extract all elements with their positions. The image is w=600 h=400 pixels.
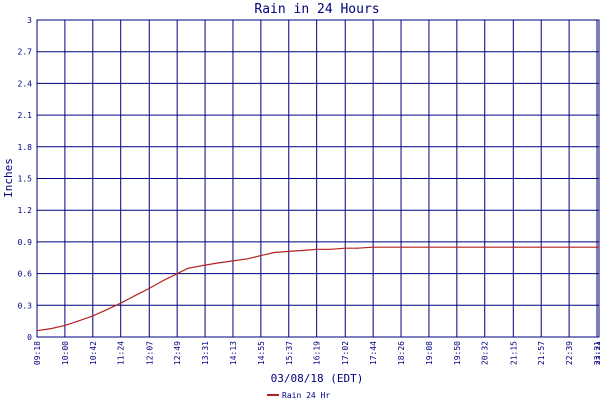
y-axis-ticks: 0 0.3 0.6 0.9 1.2 1.5 1.8 2.1 2.4 2.7 3 (18, 16, 33, 342)
y-tick-label: 0.6 (18, 270, 33, 279)
x-tick-label: 18:26 (397, 341, 406, 365)
data-point (36, 330, 38, 332)
x-tick-label: 22:39 (565, 341, 574, 365)
data-point (120, 302, 122, 304)
x-tick-label: 10:42 (89, 341, 98, 365)
x-tick-label: 19:08 (425, 341, 434, 365)
y-axis-label: Inches (2, 158, 15, 198)
data-point (540, 246, 542, 248)
grid (36, 19, 600, 338)
data-point (51, 327, 53, 330)
x-tick-label: 12:49 (173, 341, 182, 365)
data-point (598, 246, 600, 248)
y-tick-label: 0.9 (18, 238, 33, 247)
x-tick-label: 10:00 (61, 341, 70, 365)
x-axis-label: 03/08/18 (EDT) (271, 372, 364, 385)
x-tick-label: 15:37 (285, 341, 294, 365)
y-tick-label: 1.5 (18, 175, 33, 184)
x-tick-label: 14:55 (257, 341, 266, 365)
data-point (400, 246, 402, 248)
y-tick-label: 2.7 (18, 48, 33, 57)
y-tick-label: 1.2 (18, 206, 33, 215)
y-tick-label: 2.1 (18, 111, 33, 120)
x-tick-label: 23:24 (595, 341, 600, 365)
x-tick-label: 12:07 (145, 341, 154, 365)
data-point (232, 260, 234, 262)
x-tick-label: 17:02 (341, 341, 350, 365)
data-point (163, 279, 166, 281)
data-point (512, 246, 514, 248)
data-point (148, 287, 150, 289)
data-point (176, 273, 178, 275)
data-point (456, 246, 458, 248)
y-tick-label: 2.4 (18, 79, 33, 88)
data-point (64, 324, 66, 326)
x-tick-label: 16:19 (313, 341, 322, 365)
series-layer (36, 246, 600, 332)
data-point (356, 247, 358, 249)
data-point (344, 247, 346, 249)
data-point (372, 246, 374, 248)
data-point (428, 246, 430, 248)
legend-label-rain-24-hr: Rain 24 Hr (282, 391, 330, 400)
x-tick-label: 14:13 (229, 341, 238, 365)
x-tick-label: 20:32 (481, 341, 490, 365)
data-point (568, 246, 570, 248)
data-point (187, 267, 189, 269)
data-point (303, 249, 305, 251)
data-point (484, 246, 486, 248)
data-point (217, 262, 219, 264)
x-tick-label: 11:24 (117, 341, 126, 365)
data-point (288, 250, 290, 253)
data-point (77, 320, 79, 322)
x-tick-label: 17:44 (369, 341, 378, 365)
y-tick-label: 0.3 (18, 301, 33, 310)
data-point (92, 315, 94, 317)
x-axis-ticks: 09:18 10:00 10:42 11:24 12:07 12:49 13:31 14:13… (33, 341, 600, 365)
legend: Rain 24 Hr (267, 391, 330, 400)
x-tick-label: 21:57 (537, 341, 546, 365)
data-point (134, 295, 136, 297)
x-tick-label: 19:50 (453, 341, 462, 365)
x-tick-label: 21:15 (509, 341, 518, 365)
y-tick-label: 0 (27, 333, 32, 342)
data-point (104, 309, 106, 312)
x-tick-label: 09:18 (33, 341, 42, 365)
x-tick-label: 13:31 (201, 341, 210, 365)
x-tick-label: 23:21 (593, 341, 600, 365)
data-point (316, 248, 318, 250)
series-line-rain-24-hr (36, 246, 599, 332)
y-tick-label: 1.8 (18, 143, 33, 152)
data-point (273, 251, 275, 254)
data-point (246, 258, 249, 260)
y-tick-label: 3 (27, 16, 32, 25)
data-point (204, 264, 206, 266)
data-point (330, 248, 332, 250)
chart-title: Rain in 24 Hours (254, 2, 379, 17)
data-point (260, 255, 262, 257)
